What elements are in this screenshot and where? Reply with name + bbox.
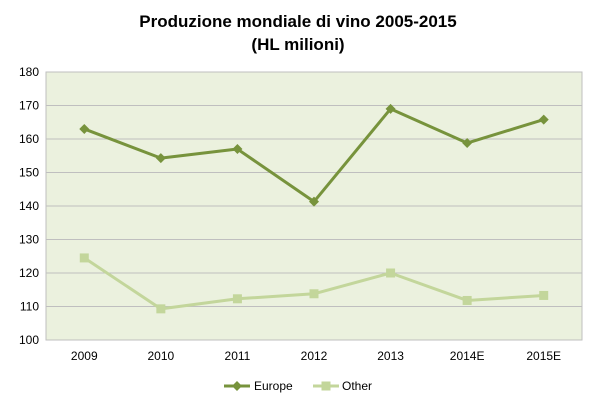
series-other — [79, 253, 549, 314]
y-axis-ticks: 100 110 120 130 140 150 160 170 180 — [19, 65, 39, 347]
y-tick-label: 170 — [19, 99, 39, 113]
data-point-other — [309, 289, 319, 299]
data-point-other — [386, 268, 396, 278]
x-axis-ticks: 2009 2010 2011 2012 2013 2014E 2015E — [71, 349, 561, 363]
data-point-europe — [79, 123, 90, 134]
x-tick-label: 2009 — [71, 349, 98, 363]
legend-marker-europe — [232, 381, 242, 391]
chart-title: Produzione mondiale di vino 2005-2015 — [139, 12, 456, 31]
y-tick-label: 180 — [19, 65, 39, 79]
legend-label-europe: Europe — [254, 379, 293, 393]
data-point-europe — [232, 144, 243, 155]
data-point-europe — [309, 196, 319, 207]
legend: Europe Other — [224, 379, 372, 393]
y-tick-label: 150 — [19, 166, 39, 180]
data-point-other — [79, 253, 89, 263]
data-point-other — [462, 295, 472, 305]
y-tick-label: 140 — [19, 199, 39, 213]
y-tick-label: 100 — [19, 333, 39, 347]
legend-item-europe: Europe — [224, 379, 293, 393]
x-tick-label: 2014E — [450, 349, 485, 363]
legend-marker-other — [321, 381, 331, 391]
x-tick-label: 2010 — [148, 349, 175, 363]
legend-item-other: Other — [313, 379, 372, 393]
chart-subtitle: (HL milioni) — [251, 35, 344, 54]
x-tick-label: 2015E — [526, 349, 561, 363]
y-tick-label: 160 — [19, 132, 39, 146]
data-point-europe — [385, 103, 396, 114]
data-point-other — [156, 304, 166, 314]
x-tick-label: 2012 — [301, 349, 328, 363]
series-europe — [79, 103, 549, 207]
data-point-other — [232, 294, 242, 304]
data-point-europe — [462, 138, 473, 149]
data-point-europe — [155, 153, 166, 164]
y-tick-label: 110 — [20, 300, 39, 314]
y-tick-label: 120 — [19, 266, 39, 280]
y-tick-label: 130 — [19, 233, 39, 247]
x-tick-label: 2013 — [377, 349, 404, 363]
gridlines — [46, 105, 582, 307]
legend-label-other: Other — [342, 379, 372, 393]
x-tick-label: 2011 — [225, 349, 251, 363]
data-point-europe — [538, 114, 549, 125]
series-group — [79, 103, 549, 314]
data-point-other — [539, 290, 549, 300]
